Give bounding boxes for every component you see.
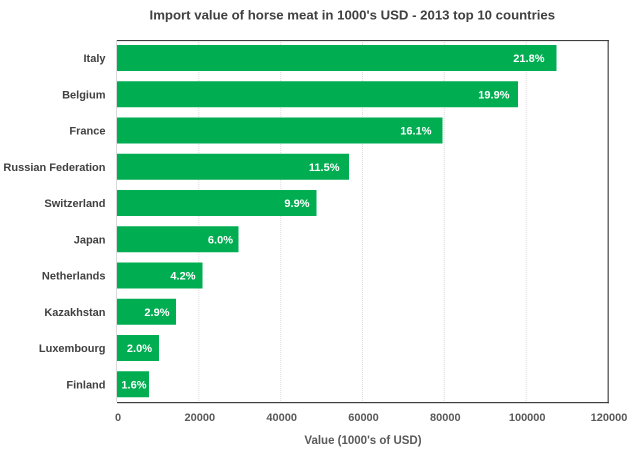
svg-text:100000: 100000 [509, 412, 546, 424]
svg-text:France: France [69, 126, 105, 138]
svg-text:60000: 60000 [348, 412, 379, 424]
svg-text:Kazakhstan: Kazakhstan [44, 307, 105, 319]
svg-text:Luxembourg: Luxembourg [39, 343, 106, 355]
svg-text:Russian Federation: Russian Federation [3, 162, 105, 174]
svg-text:Finland: Finland [66, 379, 105, 391]
svg-text:Italy: Italy [83, 53, 106, 65]
svg-text:Import value of horse meat in: Import value of horse meat in 1000's USD… [150, 8, 555, 23]
svg-text:1.6%: 1.6% [121, 379, 146, 391]
svg-text:Netherlands: Netherlands [42, 271, 106, 283]
svg-text:6.0%: 6.0% [208, 234, 233, 246]
svg-text:21.8%: 21.8% [513, 53, 544, 65]
svg-text:Belgium: Belgium [62, 89, 106, 101]
svg-text:2.0%: 2.0% [127, 343, 152, 355]
svg-text:Japan: Japan [74, 234, 106, 246]
svg-text:20000: 20000 [185, 412, 216, 424]
svg-text:Switzerland: Switzerland [44, 198, 105, 210]
svg-text:40000: 40000 [266, 412, 297, 424]
svg-text:19.9%: 19.9% [478, 89, 509, 101]
svg-text:11.5%: 11.5% [309, 162, 340, 174]
svg-text:9.9%: 9.9% [284, 198, 309, 210]
svg-text:2.9%: 2.9% [144, 307, 169, 319]
svg-text:120000: 120000 [591, 412, 628, 424]
svg-text:16.1%: 16.1% [400, 126, 431, 138]
svg-text:0: 0 [115, 412, 121, 424]
svg-text:4.2%: 4.2% [170, 271, 195, 283]
svg-text:Value (1000's of USD): Value (1000's of USD) [304, 435, 421, 447]
svg-text:80000: 80000 [430, 412, 461, 424]
